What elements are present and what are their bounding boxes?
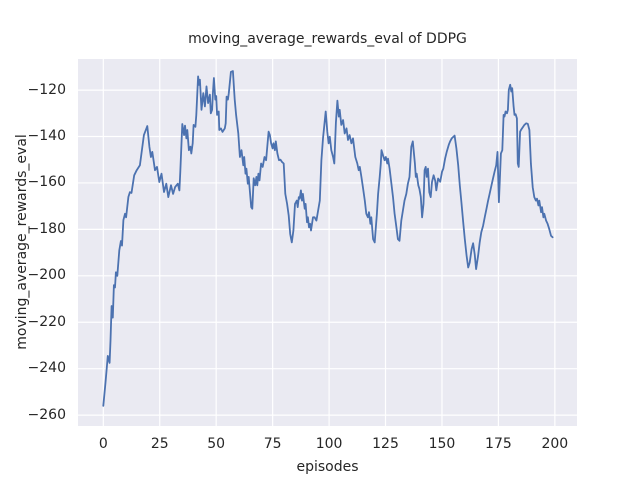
y-tick-label: −120: [27, 81, 66, 98]
chart-title: moving_average_rewards_eval of DDPG: [188, 31, 467, 47]
x-axis-label: episodes: [296, 459, 359, 475]
series-line: [102, 70, 554, 407]
y-tick-label: −220: [27, 313, 66, 330]
y-tick-label: −260: [27, 406, 66, 423]
x-tick-label: 175: [485, 436, 512, 452]
y-tick-label: −160: [27, 174, 66, 191]
x-tick-label: 75: [263, 436, 282, 452]
x-tick-label: 50: [207, 436, 226, 452]
x-tick-label: 125: [372, 436, 399, 452]
x-tick-label: 0: [98, 436, 108, 452]
y-tick-label: −200: [27, 267, 66, 284]
x-tick-label: 200: [541, 436, 569, 452]
plot-background: [78, 59, 577, 426]
x-tick-label: 150: [428, 436, 456, 452]
x-tick-label: 25: [150, 436, 169, 452]
y-tick-label: −180: [27, 220, 66, 237]
y-tick-label: −240: [27, 360, 66, 377]
x-tick-label: 100: [315, 436, 343, 452]
y-tick-label: −140: [27, 128, 66, 145]
